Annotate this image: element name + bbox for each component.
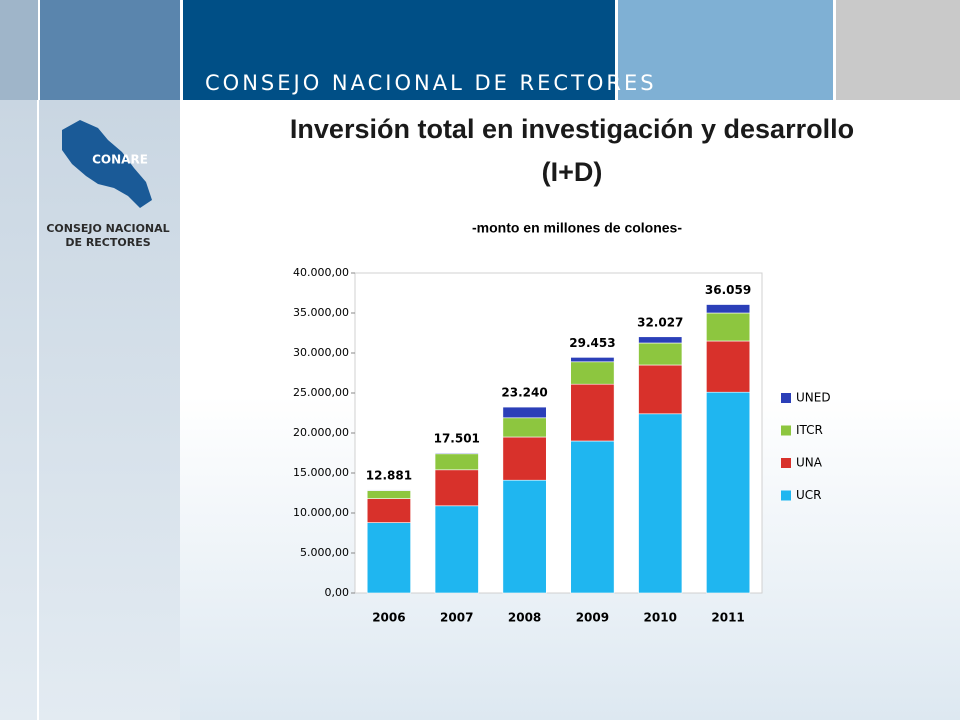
x-tick-label: 2011 <box>711 611 744 625</box>
x-tick-label: 2010 <box>644 611 677 625</box>
bar-segment <box>570 440 615 594</box>
bar-segment <box>502 417 547 438</box>
logo-map <box>62 120 152 208</box>
bar-segment <box>366 522 411 594</box>
legend-swatch <box>781 458 791 468</box>
bar-segment <box>638 364 683 415</box>
bar-segment <box>434 469 479 507</box>
legend-label: UNA <box>796 456 823 470</box>
header-block <box>836 0 960 100</box>
header-band <box>183 0 615 100</box>
bar-segment <box>570 361 615 385</box>
bar-segment <box>366 489 411 491</box>
plot-area <box>354 272 763 594</box>
header-block <box>0 0 38 100</box>
total-label: 36.059 <box>705 283 751 297</box>
y-tick-label: 10.000,00 <box>293 506 349 519</box>
legend-label: UCR <box>796 488 822 502</box>
y-tick-label: 15.000,00 <box>293 466 349 479</box>
y-tick-label: 5.000,00 <box>300 546 349 559</box>
side-panel <box>0 100 180 720</box>
y-tick-label: 25.000,00 <box>293 386 349 399</box>
bar-segment <box>638 342 683 366</box>
bar-segment <box>638 413 683 594</box>
bar-segment <box>502 436 547 481</box>
bar-segment <box>502 479 547 594</box>
bar-segment <box>434 505 479 594</box>
x-tick-label: 2006 <box>372 611 405 625</box>
org-name: DE RECTORES <box>65 236 150 249</box>
bar-segment <box>570 383 615 442</box>
y-tick-label: 20.000,00 <box>293 426 349 439</box>
legend-label: ITCR <box>796 423 823 437</box>
x-tick-label: 2009 <box>576 611 609 625</box>
total-label: 29.453 <box>569 336 615 350</box>
header-block <box>618 0 833 100</box>
legend-swatch <box>781 490 791 501</box>
y-tick-label: 40.000,00 <box>293 266 349 279</box>
bar-segment <box>366 490 411 499</box>
chart-subtitle: -monto en millones de colones- <box>472 220 682 236</box>
bar-segment <box>502 406 547 419</box>
chart-title: (I+D) <box>542 157 603 187</box>
legend-swatch <box>781 425 791 436</box>
bar-segment <box>706 304 751 314</box>
bar-segment <box>638 336 683 344</box>
y-tick-label: 35.000,00 <box>293 306 349 319</box>
bar-segment <box>366 498 411 523</box>
legend-swatch <box>781 393 791 403</box>
chart-title: Inversión total en investigación y desar… <box>290 114 854 144</box>
header-text: CONSEJO NACIONAL DE RECTORES <box>205 71 657 95</box>
bar-segment <box>570 357 615 363</box>
bar-segment <box>434 452 479 455</box>
total-label: 12.881 <box>366 468 412 482</box>
x-tick-label: 2008 <box>508 611 541 625</box>
legend-label: UNED <box>796 391 831 405</box>
bar-segment <box>706 340 751 393</box>
y-tick-label: 30.000,00 <box>293 346 349 359</box>
y-tick-label: 0,00 <box>325 586 350 599</box>
header-block <box>40 0 180 100</box>
total-label: 17.501 <box>434 431 480 445</box>
bar-segment <box>706 312 751 342</box>
bar-segment <box>706 391 751 594</box>
logo-text: CONARE <box>92 153 148 167</box>
total-label: 32.027 <box>637 315 683 329</box>
bar-segment <box>434 453 479 471</box>
org-name: CONSEJO NACIONAL <box>46 222 169 235</box>
total-label: 23.240 <box>501 386 547 400</box>
x-tick-label: 2007 <box>440 611 473 625</box>
